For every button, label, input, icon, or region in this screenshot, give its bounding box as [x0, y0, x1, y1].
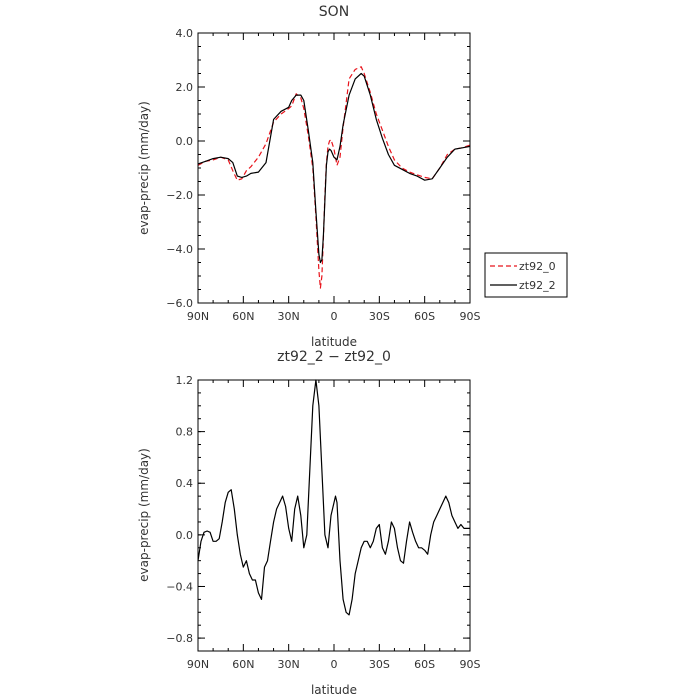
- top-y-axis-label: evap-precip (mm/day): [137, 101, 151, 235]
- bottom-chart-title: zt92_2 − zt92_0: [277, 349, 391, 365]
- top-y-tick-label: 4.0: [176, 27, 194, 40]
- top-y-tick-label: −2.0: [166, 189, 193, 202]
- top-y-axis: −6.0 −4.0 −2.0 0.0 2.0 4.0: [166, 27, 470, 310]
- legend: zt92_0 zt92_2: [484, 252, 568, 298]
- bottom-series-group: [197, 379, 470, 616]
- top-chart-title: SON: [319, 4, 349, 20]
- bottom-y-tick-label: 0.8: [176, 426, 194, 439]
- top-plot-frame: [197, 32, 471, 304]
- bottom-y-axis: −0.8 −0.4 0.0 0.4 0.8 1.2: [166, 374, 470, 652]
- legend-box: [484, 252, 568, 298]
- top-x-tick-label: 90N: [187, 310, 209, 323]
- bottom-y-tick-label: 0.4: [176, 477, 194, 490]
- bottom-x-tick-label: 0: [331, 658, 338, 671]
- bottom-x-tick-label: 90N: [187, 658, 209, 671]
- top-x-axis: 90N 60N 30N 0 30S 60S 90S: [187, 33, 481, 323]
- top-series-line-zt92-2: [197, 72, 471, 264]
- bottom-x-axis: 90N 60N 30N 0 30S 60S 90S: [187, 380, 481, 671]
- top-x-tick-label: 0: [331, 310, 338, 323]
- top-x-tick-label: 90S: [460, 310, 481, 323]
- bottom-y-tick-label: 0.0: [176, 529, 194, 542]
- bottom-x-tick-label: 60N: [232, 658, 254, 671]
- top-panel: SON −6.0 −4.0 −2.0 0.0 2.0 4.0 90N 60N 30N 0 30S 6…: [137, 4, 568, 349]
- bottom-x-tick-label: 90S: [460, 658, 481, 671]
- top-y-tick-label: −4.0: [166, 243, 193, 256]
- bottom-plot-frame: [197, 379, 471, 652]
- bottom-y-tick-label: 1.2: [176, 374, 194, 387]
- top-series-group: [197, 66, 471, 289]
- legend-label-zt92-0: zt92_0: [519, 260, 556, 273]
- bottom-y-axis-label: evap-precip (mm/day): [137, 448, 151, 582]
- legend-label-zt92-2: zt92_2: [519, 279, 556, 292]
- top-x-axis-label: latitude: [311, 335, 357, 349]
- top-y-tick-label: 0.0: [176, 135, 194, 148]
- bottom-x-axis-label: latitude: [311, 683, 357, 697]
- bottom-x-tick-label: 30S: [369, 658, 390, 671]
- bottom-x-tick-label: 30N: [278, 658, 300, 671]
- bottom-series-line-0: [197, 379, 470, 616]
- top-x-tick-label: 30N: [278, 310, 300, 323]
- bottom-panel: zt92_2 − zt92_0 −0.8 −0.4 0.0 0.4 0.8 1.2 90N…: [137, 349, 481, 697]
- top-x-tick-label: 60S: [414, 310, 435, 323]
- bottom-y-tick-label: −0.4: [166, 580, 193, 593]
- top-series-line-zt92-0: [197, 66, 471, 289]
- top-y-tick-label: −6.0: [166, 297, 193, 310]
- bottom-y-tick-label: −0.8: [166, 632, 193, 645]
- top-x-tick-label: 30S: [369, 310, 390, 323]
- bottom-x-tick-label: 60S: [414, 658, 435, 671]
- top-y-tick-label: 2.0: [176, 81, 194, 94]
- top-x-tick-label: 60N: [232, 310, 254, 323]
